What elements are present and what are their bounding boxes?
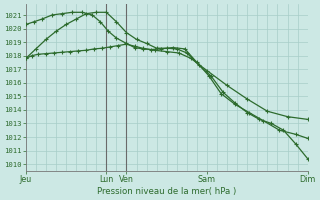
X-axis label: Pression niveau de la mer( hPa ): Pression niveau de la mer( hPa ) bbox=[97, 187, 236, 196]
